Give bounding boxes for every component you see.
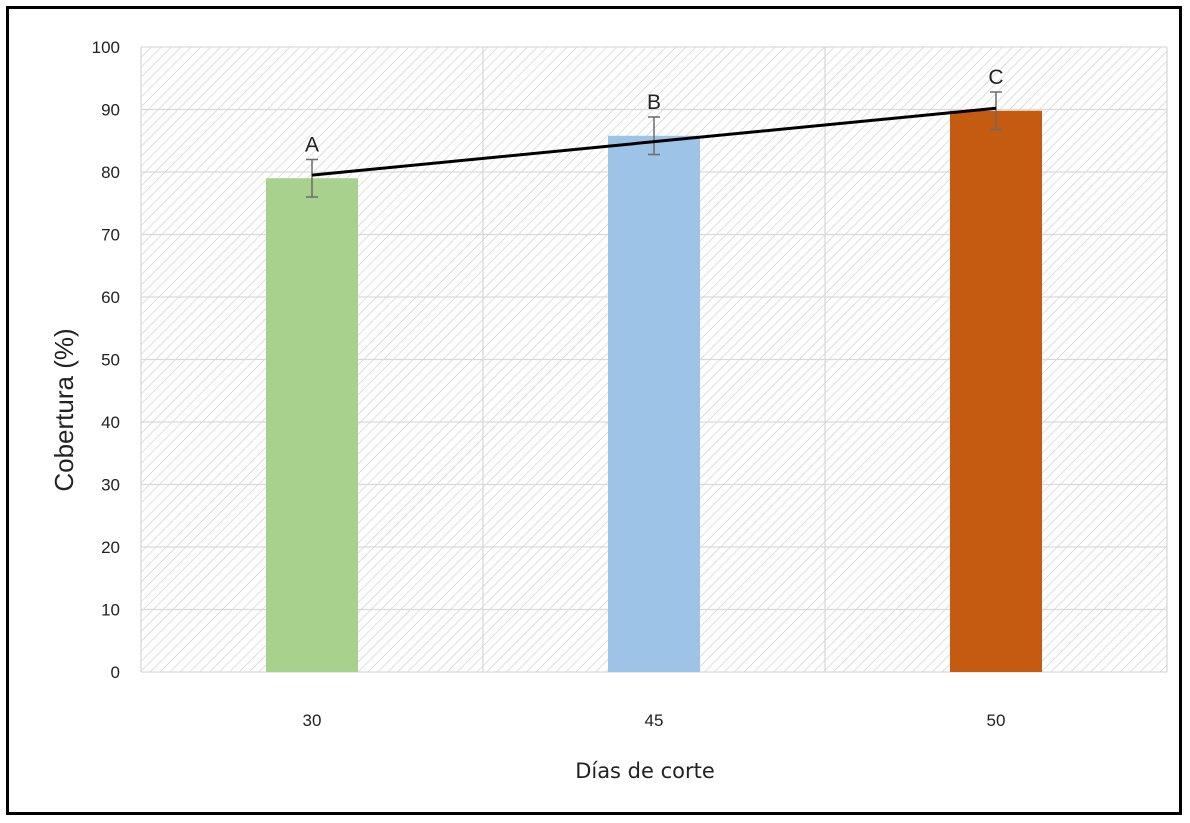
letter-A: A [305,134,319,157]
y-tick-label: 90 [101,101,120,120]
y-tick-label: 50 [101,351,120,370]
x-tick-label: 45 [645,711,664,730]
y-axis-label: Cobertura (%) [49,328,79,491]
y-tick-label: 70 [101,226,120,245]
error-bars [306,91,1002,198]
x-tick-label: 30 [303,711,322,730]
y-tick-label: 60 [101,288,120,307]
y-axis-ticks: 0 10 20 30 40 50 60 70 80 90 100 [92,38,120,682]
bar-45 [608,135,700,672]
bars [266,110,1042,672]
y-tick-label: 20 [101,538,120,557]
y-tick-label: 80 [101,163,120,182]
y-tick-label: 30 [101,476,120,495]
x-tick-label: 50 [987,711,1006,730]
bar-50 [950,110,1042,672]
y-tick-label: 10 [101,601,120,620]
y-tick-label: 0 [111,663,120,682]
letter-B: B [647,91,661,114]
bar-30 [266,178,358,672]
trend-line-group [311,106,997,177]
y-tick-label: 40 [101,413,120,432]
y-tick-label: 100 [92,38,120,57]
trend-line [311,106,997,177]
letter-C: C [988,66,1003,89]
x-axis-ticks: 30 45 50 [303,711,1006,730]
significance-letters: A B C [305,66,1004,157]
x-axis-label: Días de corte [575,759,715,783]
